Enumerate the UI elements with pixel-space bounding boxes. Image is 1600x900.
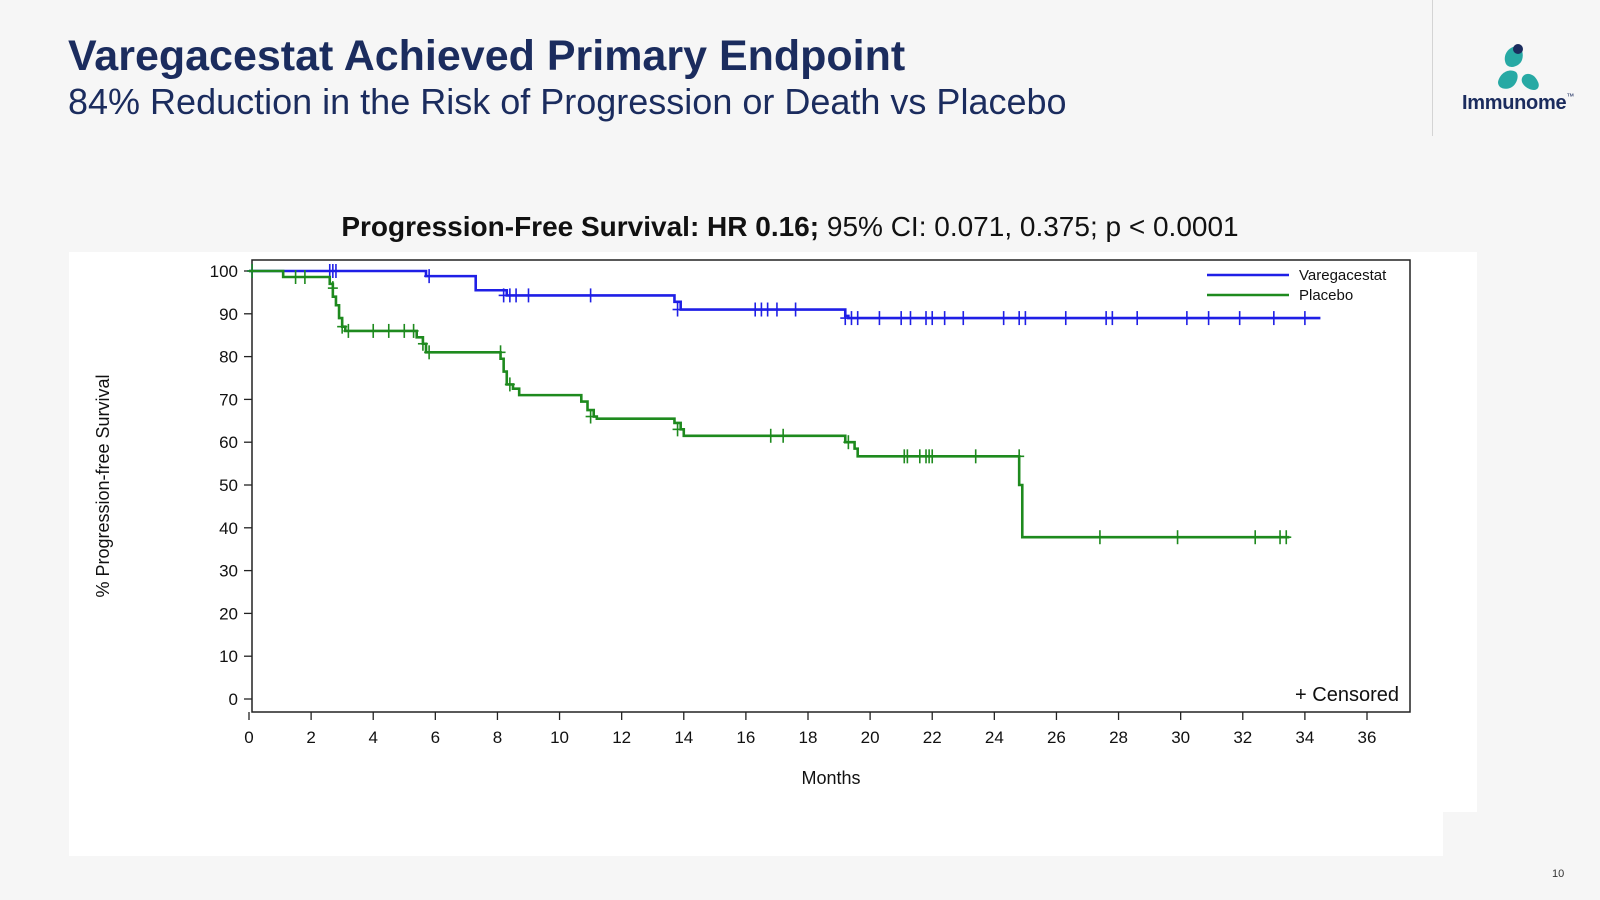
series-line [249,269,1321,320]
x-tick-label: 18 [799,728,818,747]
logo-trademark: ™ [1566,92,1574,101]
slide-title: Varegacestat Achieved Primary Endpoint [68,32,906,80]
x-tick-label: 16 [736,728,755,747]
chart-series-layer [247,264,1321,545]
x-tick-label: 10 [550,728,569,747]
x-tick-label: 36 [1358,728,1377,747]
x-tick-label: 6 [431,728,440,747]
immunome-logo-icon [1498,44,1539,90]
chart-heading-stats: 95% CI: 0.071, 0.375; p < 0.0001 [819,211,1239,242]
y-tick-label: 50 [219,476,238,495]
censored-note: + Censored [1295,684,1399,706]
chart-legend: Varegacestat Placebo [1207,267,1387,304]
y-tick-label: 100 [210,262,238,281]
x-tick-label: 14 [674,728,693,747]
x-tick-label: 26 [1047,728,1066,747]
x-tick-label: 22 [923,728,942,747]
slide-subtitle: 84% Reduction in the Risk of Progression… [68,81,1067,122]
x-axis-label: Months [801,768,860,788]
y-tick-label: 40 [219,519,238,538]
x-tick-label: 34 [1295,728,1314,747]
x-tick-label: 32 [1233,728,1252,747]
x-tick-label: 2 [306,728,315,747]
logo-divider [1432,0,1433,136]
page-number: 10 [1552,868,1565,880]
y-tick-label: 90 [219,305,238,324]
x-tick-label: 4 [368,728,377,747]
chart-heading-bold: Progression-Free Survival: HR 0.16; [341,211,820,242]
company-logo: Immunome™ [1456,40,1580,120]
y-tick-label: 20 [219,604,238,623]
plot-frame [251,259,1411,713]
logo-wordmark: Immunome™ [1456,92,1580,115]
legend-label-placebo: Placebo [1299,287,1353,304]
y-tick-label: 30 [219,562,238,581]
y-tick-label: 60 [219,433,238,452]
x-tick-label: 28 [1109,728,1128,747]
chart-heading: Progression-Free Survival: HR 0.16; 95% … [0,211,1580,243]
x-tick-label: 12 [612,728,631,747]
y-tick-label: 0 [229,690,238,709]
x-tick-label: 8 [493,728,502,747]
y-tick-label: 10 [219,647,238,666]
series-varegacestat [247,264,1321,326]
legend-label-varegacestat: Varegacestat [1299,267,1387,284]
x-tick-label: 24 [985,728,1004,747]
logo-name: Immunome [1462,92,1567,114]
x-tick-label: 20 [861,728,880,747]
y-tick-label: 80 [219,348,238,367]
series-line [249,269,1290,539]
x-tick-label: 0 [244,728,253,747]
series-placebo [247,264,1292,545]
y-axis-label: % Progression-free Survival [93,374,113,597]
y-tick-label: 70 [219,390,238,409]
x-tick-label: 30 [1171,728,1190,747]
